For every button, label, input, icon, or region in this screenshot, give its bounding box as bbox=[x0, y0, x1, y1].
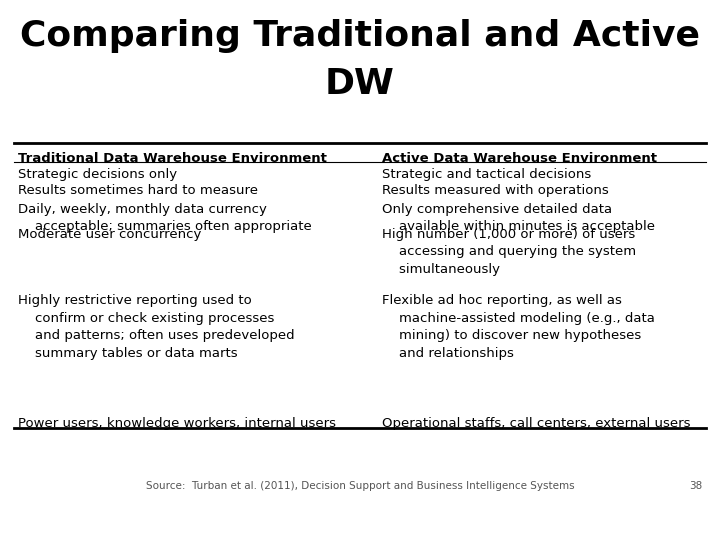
Text: Source:  Turban et al. (2011), Decision Support and Business Intelligence System: Source: Turban et al. (2011), Decision S… bbox=[145, 481, 575, 491]
Text: 38: 38 bbox=[689, 481, 702, 491]
Text: Moderate user concurrency: Moderate user concurrency bbox=[18, 228, 202, 241]
Text: High number (1,000 or more) of users
    accessing and querying the system
    s: High number (1,000 or more) of users acc… bbox=[382, 228, 636, 276]
Text: Power users, knowledge workers, internal users: Power users, knowledge workers, internal… bbox=[18, 417, 336, 430]
Text: Only comprehensive detailed data
    available within minutes is acceptable: Only comprehensive detailed data availab… bbox=[382, 202, 654, 233]
Text: Operational staffs, call centers, external users: Operational staffs, call centers, extern… bbox=[382, 417, 690, 430]
Text: Flexible ad hoc reporting, as well as
    machine-assisted modeling (e.g., data
: Flexible ad hoc reporting, as well as ma… bbox=[382, 294, 654, 360]
Text: Active Data Warehouse Environment: Active Data Warehouse Environment bbox=[382, 152, 657, 165]
Text: Strategic and tactical decisions: Strategic and tactical decisions bbox=[382, 168, 591, 181]
Text: Results measured with operations: Results measured with operations bbox=[382, 184, 608, 197]
Text: Comparing Traditional and Active: Comparing Traditional and Active bbox=[20, 19, 700, 53]
Text: Results sometimes hard to measure: Results sometimes hard to measure bbox=[18, 184, 258, 197]
Text: Daily, weekly, monthly data currency
    acceptable; summaries often appropriate: Daily, weekly, monthly data currency acc… bbox=[18, 202, 312, 233]
Text: Highly restrictive reporting used to
    confirm or check existing processes
   : Highly restrictive reporting used to con… bbox=[18, 294, 294, 360]
Text: DW: DW bbox=[325, 68, 395, 102]
Text: Strategic decisions only: Strategic decisions only bbox=[18, 168, 177, 181]
Text: Traditional Data Warehouse Environment: Traditional Data Warehouse Environment bbox=[18, 152, 327, 165]
